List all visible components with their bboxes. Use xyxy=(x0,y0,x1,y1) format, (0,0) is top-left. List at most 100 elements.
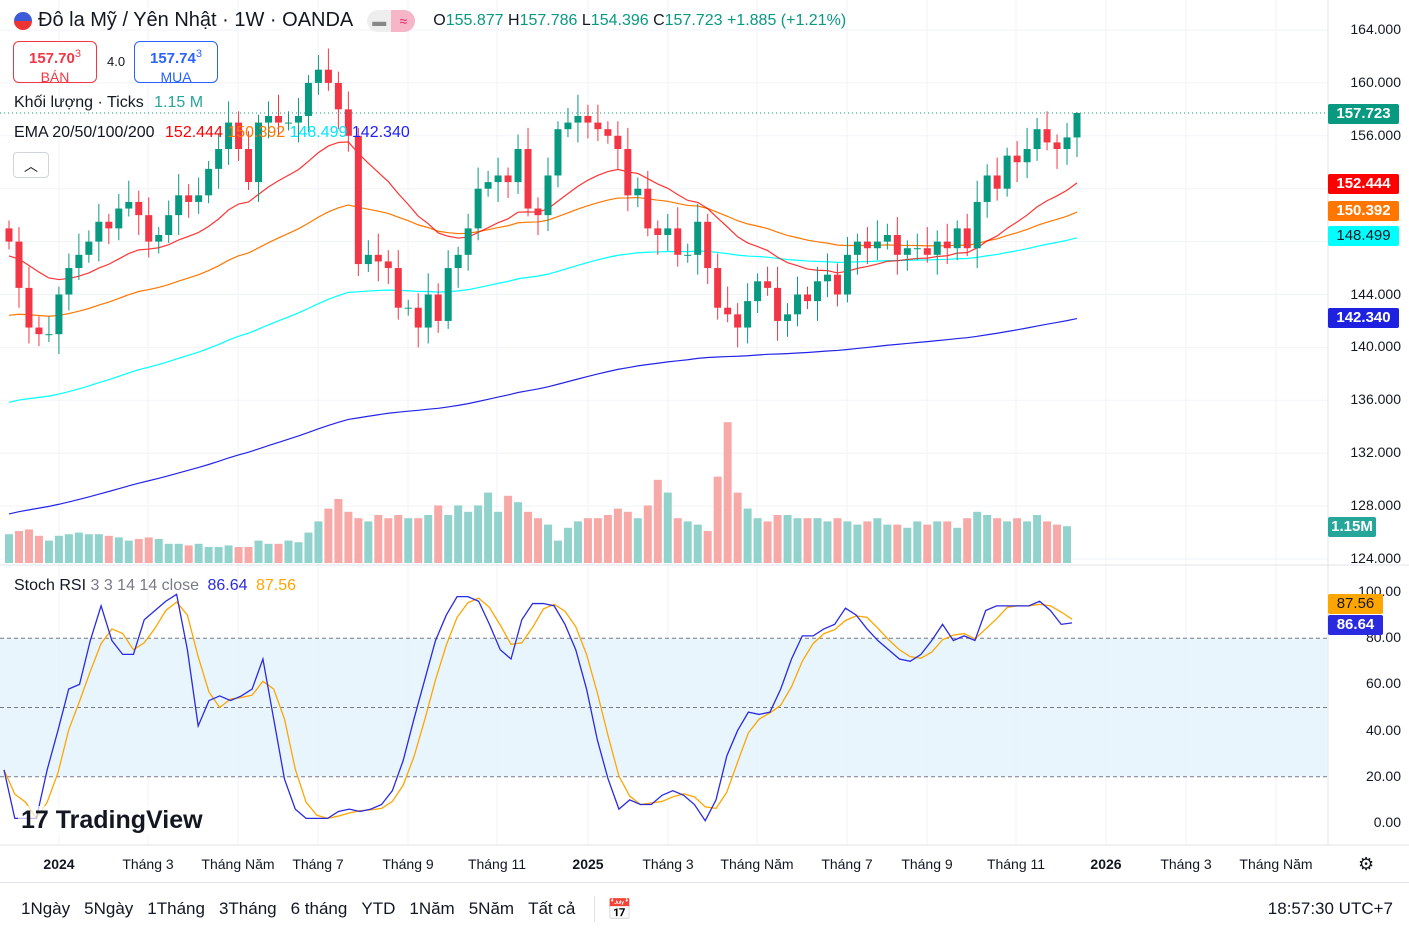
candle xyxy=(634,188,642,196)
volume-bar xyxy=(733,492,742,563)
candle xyxy=(115,208,123,229)
volume-bar xyxy=(64,534,73,563)
candle xyxy=(873,241,881,249)
ema-label: EMA 20/50/100/200 xyxy=(14,124,155,141)
volume-bar xyxy=(853,524,862,563)
time-axis-label: Tháng Năm xyxy=(720,856,794,872)
volume-bar xyxy=(983,515,992,563)
volume-bar xyxy=(504,495,513,563)
candle xyxy=(205,168,213,196)
range-button[interactable]: 1Tháng xyxy=(147,899,205,918)
volume-bar xyxy=(324,508,333,563)
candle xyxy=(454,254,462,269)
candle xyxy=(903,248,911,255)
candle xyxy=(1043,129,1051,143)
candle xyxy=(354,135,362,265)
candle xyxy=(5,228,13,242)
volume-legend[interactable]: Khối lượng · Ticks 1.15 M xyxy=(14,94,203,112)
volume-bar xyxy=(264,543,273,563)
candle xyxy=(135,201,143,216)
buy-button[interactable]: 157.743 MUA xyxy=(134,41,218,85)
ema-legend[interactable]: EMA 20/50/100/200 152.444 150.392 148.49… xyxy=(14,124,410,142)
volume-bar xyxy=(5,534,13,563)
candle xyxy=(564,122,572,130)
market-status[interactable]: ▬ ≈ xyxy=(367,9,416,32)
candle xyxy=(195,195,203,202)
collapse-legend-button[interactable]: ︿ xyxy=(13,152,49,178)
volume-bar xyxy=(643,505,652,563)
volume-bar xyxy=(174,543,183,563)
candle xyxy=(1063,137,1071,150)
candle xyxy=(993,175,1001,189)
volume-bar xyxy=(973,511,982,563)
volume-bar xyxy=(663,492,672,563)
ema100-value: 148.499 xyxy=(289,124,348,141)
candle xyxy=(155,234,163,242)
chart-canvas[interactable] xyxy=(0,0,1409,882)
candle xyxy=(314,69,322,83)
candle xyxy=(714,268,722,308)
date-range-icon[interactable]: 📅 xyxy=(607,898,633,921)
range-button[interactable]: 1Năm xyxy=(409,899,455,918)
time-axis-label: Tháng 11 xyxy=(467,856,527,872)
range-selector: 1Ngày 5Ngày 1Tháng 3Tháng 6 tháng YTD 1Năm 5Năm… xyxy=(14,899,582,919)
volume-bar xyxy=(294,542,303,563)
volume-bar xyxy=(134,539,143,563)
volume-bar xyxy=(563,527,572,563)
time-axis-label: 2025 xyxy=(572,856,604,872)
candle xyxy=(534,208,542,216)
price-axis-label: 124.000 xyxy=(1350,550,1401,566)
candle xyxy=(85,241,93,255)
volume-label: Khối lượng · Ticks xyxy=(14,94,144,111)
candle xyxy=(175,195,183,216)
candle xyxy=(574,115,582,123)
sell-button[interactable]: 157.703 BÁN xyxy=(13,41,97,85)
candle xyxy=(255,122,263,183)
range-button[interactable]: 1Ngày xyxy=(21,899,71,918)
low-value: 154.396 xyxy=(590,11,649,29)
volume-bar xyxy=(274,543,283,563)
stoch-k-value: 86.64 xyxy=(207,577,248,594)
stoch-label: Stoch RSI xyxy=(14,577,87,594)
candle xyxy=(923,248,931,255)
candle xyxy=(694,221,702,255)
volume-bar xyxy=(454,505,463,563)
candle xyxy=(494,175,502,183)
stoch-axis-label: 0.00 xyxy=(1373,814,1401,830)
volume-bar xyxy=(813,518,822,563)
axis-settings-icon[interactable]: ⚙ xyxy=(1358,854,1375,874)
volume-bar xyxy=(534,518,543,563)
volume-bar xyxy=(1043,521,1052,563)
symbol-title[interactable]: Đô la Mỹ / Yên Nhật · 1W · OANDA ▬ ≈ O155… xyxy=(14,9,846,32)
volume-bar xyxy=(494,511,503,563)
volume-bar xyxy=(434,505,443,563)
volume-bar xyxy=(583,518,592,563)
tradingview-logo[interactable]: 17 TradingView xyxy=(18,806,206,835)
candle xyxy=(185,195,193,202)
stoch-legend[interactable]: Stoch RSI 3 3 14 14 close 86.64 87.56 xyxy=(14,577,296,595)
candle xyxy=(444,268,452,321)
candle xyxy=(504,175,512,183)
range-button[interactable]: 5Năm xyxy=(468,899,515,918)
candle xyxy=(1073,113,1081,138)
range-button[interactable]: YTD xyxy=(361,899,396,918)
range-button[interactable]: 3Tháng xyxy=(218,899,277,918)
range-button[interactable]: Tất cả xyxy=(528,899,576,918)
candle xyxy=(684,254,692,256)
volume-bar xyxy=(893,524,902,563)
range-button[interactable]: 5Ngày xyxy=(84,899,134,918)
candle xyxy=(784,314,792,321)
ema200-tag: 142.340 xyxy=(1328,308,1399,328)
candle xyxy=(45,334,53,336)
candle xyxy=(245,149,253,183)
volume-bar xyxy=(524,511,533,563)
change-value: +1.885 (+1.21%) xyxy=(726,11,847,29)
stoch-d-tag: 87.56 xyxy=(1328,594,1383,614)
candle xyxy=(654,228,662,235)
candle xyxy=(794,294,802,315)
time-axis-label: 2026 xyxy=(1090,856,1122,872)
clock[interactable]: 18:57:30 UTC+7 xyxy=(1267,899,1393,918)
range-button[interactable]: 6 tháng xyxy=(290,899,348,918)
price-axis-label: 132.000 xyxy=(1350,444,1401,461)
stoch-k-tag: 86.64 xyxy=(1328,615,1383,635)
